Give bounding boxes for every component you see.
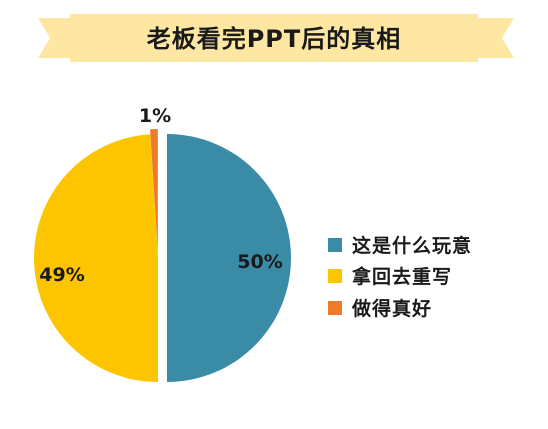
pie-slice-做得真好: [150, 129, 158, 254]
title-banner: 老板看完PPT后的真相: [38, 14, 514, 62]
legend-item-做得真好: 做得真好: [328, 297, 432, 320]
legend-item-拿回去重写: 拿回去重写: [328, 265, 452, 288]
pie-chart: 50% 49% 1%: [34, 105, 291, 382]
data-label-拿回去重写: 49%: [39, 264, 84, 286]
legend-swatch-拿回去重写: [328, 269, 342, 283]
legend: 这是什么玩意 拿回去重写 做得真好: [328, 234, 472, 320]
banner-body: [70, 14, 478, 62]
pie-slice-这是什么玩意: [167, 134, 291, 382]
banner-ribbon-left: [38, 18, 78, 58]
pie-slice-拿回去重写: [34, 134, 159, 382]
legend-label-做得真好: 做得真好: [351, 297, 432, 320]
chart-title: 老板看完PPT后的真相: [147, 25, 402, 53]
legend-label-这是什么玩意: 这是什么玩意: [352, 234, 472, 257]
legend-label-拿回去重写: 拿回去重写: [351, 265, 452, 288]
legend-item-这是什么玩意: 这是什么玩意: [328, 234, 472, 257]
legend-swatch-这是什么玩意: [328, 238, 342, 252]
legend-swatch-做得真好: [328, 301, 342, 315]
banner-ribbon-right: [470, 18, 514, 58]
data-label-做得真好: 1%: [139, 105, 171, 127]
data-label-这是什么玩意: 50%: [237, 251, 282, 273]
